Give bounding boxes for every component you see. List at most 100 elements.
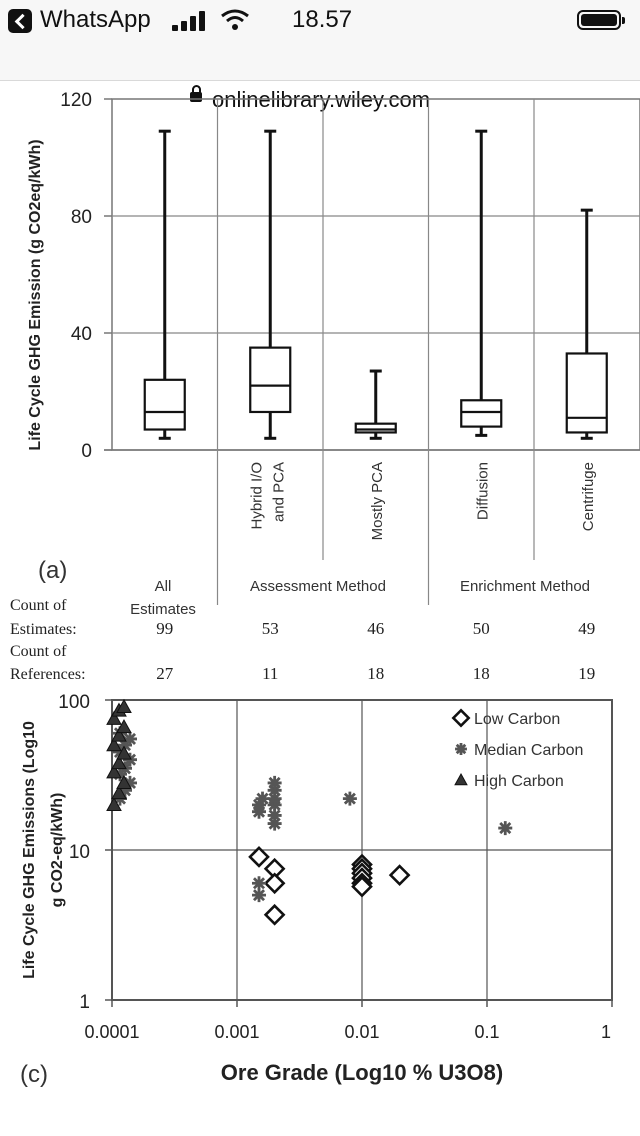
point-median-carbon-21 bbox=[342, 791, 357, 806]
category-label-hybrid-i-o-and-pca-2: and PCA bbox=[270, 462, 287, 522]
chart-a-ytick-80: 80 bbox=[71, 207, 92, 228]
box-mostly-pca bbox=[354, 369, 397, 440]
box-hybrid-i-o-and-pca bbox=[249, 129, 292, 440]
category-label-centrifuge: Centrifuge bbox=[580, 462, 597, 531]
row-label-count-estimates-2: Estimates: bbox=[10, 621, 77, 638]
group-label-enrichment: Enrichment Method bbox=[460, 578, 590, 595]
point-high-carbon-5 bbox=[116, 745, 132, 760]
category-label-hybrid-i-o-and-pca-1: Hybrid I/O bbox=[248, 462, 265, 530]
point-high-carbon-2 bbox=[116, 774, 132, 790]
clock-time: 18.57 bbox=[292, 6, 353, 33]
legend-label-high-carbon: High Carbon bbox=[474, 773, 564, 790]
point-median-carbon-18 bbox=[267, 791, 282, 806]
category-label-diffusion: Diffusion bbox=[474, 462, 491, 520]
point-median-carbon-11 bbox=[252, 876, 267, 891]
point-low-carbon-0 bbox=[248, 846, 270, 868]
lock-icon bbox=[190, 85, 202, 102]
point-median-carbon-1 bbox=[118, 783, 132, 798]
chart-c-xtick-0.0001: 0.0001 bbox=[84, 1022, 139, 1042]
chart-c-grid bbox=[105, 699, 613, 1007]
battery-icon bbox=[577, 10, 625, 30]
chart-c-xtick-0.01: 0.01 bbox=[344, 1022, 379, 1042]
count-estimates-centrifuge: 49 bbox=[578, 619, 595, 638]
box-iqr bbox=[354, 422, 397, 434]
group-label-all-1: All bbox=[155, 578, 172, 595]
chart-a-boxes bbox=[143, 129, 608, 440]
status-bar: WhatsApp 18.57 bbox=[0, 0, 640, 40]
count-references-centrifuge: 19 bbox=[578, 664, 595, 683]
signal-icon bbox=[172, 11, 208, 31]
point-high-carbon-8 bbox=[116, 719, 132, 734]
legend-label-low-carbon: Low Carbon bbox=[474, 711, 560, 728]
box-centrifuge bbox=[565, 208, 608, 440]
chart-a-category-labels: Hybrid I/O and PCA Mostly PCA Diffusion Cent… bbox=[248, 462, 597, 540]
url-bar[interactable]: onlinelibrary.wiley.com bbox=[0, 40, 640, 112]
back-app-label[interactable]: WhatsApp bbox=[40, 6, 151, 33]
legend-marker-low-carbon bbox=[451, 708, 471, 728]
point-low-carbon-10 bbox=[388, 864, 411, 886]
chart-c-ytick-100: 100 bbox=[58, 692, 90, 713]
count-estimates-diffusion: 50 bbox=[473, 619, 490, 638]
legend-marker-median-carbon bbox=[455, 743, 467, 755]
point-low-carbon-3 bbox=[263, 903, 286, 926]
point-median-carbon-8 bbox=[123, 731, 137, 746]
box-iqr bbox=[143, 378, 186, 431]
point-median-carbon-2 bbox=[123, 775, 137, 790]
point-high-carbon-7 bbox=[111, 727, 127, 742]
point-median-carbon-19 bbox=[267, 783, 282, 798]
count-references-mostly-pca: 18 bbox=[367, 664, 384, 683]
point-median-carbon-10 bbox=[252, 888, 267, 903]
box-iqr bbox=[249, 346, 292, 414]
point-median-carbon-16 bbox=[267, 808, 282, 823]
chart-c-xtick-0.001: 0.001 bbox=[214, 1022, 259, 1042]
legend-label-median-carbon: Median Carbon bbox=[474, 742, 583, 759]
point-median-carbon-20 bbox=[267, 775, 282, 790]
wifi-icon bbox=[221, 9, 249, 30]
count-estimates-hybrid-i-o-and-pca: 53 bbox=[262, 619, 279, 638]
chart-c-ytick-1: 1 bbox=[79, 992, 90, 1013]
group-label-all-2: Estimates bbox=[130, 601, 196, 618]
chart-a-counts: 99 53 46 50 49 27 11 18 18 19 bbox=[156, 619, 595, 683]
point-median-carbon-22 bbox=[498, 821, 513, 836]
chart-c: 100 10 1 0.0001 0.001 0.01 0.1 1 Life Cy… bbox=[20, 692, 613, 1088]
chart-a-ylabel: Life Cycle GHG Emission (g CO2eq/kWh) bbox=[27, 139, 44, 450]
box-iqr bbox=[460, 399, 503, 428]
figure: 120 80 40 0 Life Cycle GHG Emission (g C… bbox=[10, 90, 640, 1088]
box-iqr bbox=[565, 352, 608, 434]
chart-c-panel-label: (c) bbox=[20, 1061, 48, 1088]
chart-a-panel-label: (a) bbox=[38, 557, 67, 584]
chart-c-ylabel-2: g CO2-eq/kWh) bbox=[49, 793, 66, 908]
series-high-carbon bbox=[106, 698, 132, 811]
point-high-carbon-6 bbox=[106, 737, 122, 752]
chart-a: 120 80 40 0 Life Cycle GHG Emission (g C… bbox=[10, 90, 640, 683]
point-median-carbon-6 bbox=[113, 745, 127, 760]
chart-c-points bbox=[106, 698, 513, 926]
point-low-carbon-9 bbox=[351, 875, 373, 898]
group-label-assessment: Assessment Method bbox=[250, 578, 386, 595]
point-median-carbon-13 bbox=[252, 797, 267, 812]
chart-c-xlabel: Ore Grade (Log10 % U3O8) bbox=[221, 1060, 503, 1085]
series-low-carbon bbox=[248, 846, 411, 926]
point-high-carbon-11 bbox=[116, 698, 132, 713]
chart-c-ylabel-1: Life Cycle GHG Emissions (Log10 bbox=[21, 721, 38, 979]
chart-a-dividers bbox=[216, 99, 535, 605]
point-median-carbon-7 bbox=[118, 738, 132, 753]
chart-c-legend: Low Carbon Median Carbon High Carbon bbox=[451, 708, 583, 790]
point-high-carbon-4 bbox=[111, 755, 127, 770]
point-median-carbon-3 bbox=[113, 767, 127, 782]
back-icon[interactable] bbox=[8, 9, 32, 33]
count-estimates-all-estimates: 99 bbox=[156, 619, 173, 638]
point-median-carbon-5 bbox=[123, 752, 137, 767]
category-label-mostly-pca: Mostly PCA bbox=[369, 462, 386, 540]
chart-a-ytick-120: 120 bbox=[60, 90, 92, 111]
row-label-count-refs-2: References: bbox=[10, 666, 86, 683]
box-diffusion bbox=[460, 129, 503, 437]
chart-c-ytick-10: 10 bbox=[69, 842, 90, 863]
box-all-estimates bbox=[143, 129, 186, 440]
chart-c-xtick-1: 1 bbox=[601, 1022, 611, 1042]
chart-a-ytick-40: 40 bbox=[71, 324, 92, 345]
point-high-carbon-9 bbox=[106, 710, 122, 725]
chart-a-grid bbox=[104, 98, 640, 451]
row-label-count-estimates-1: Count of bbox=[10, 597, 67, 614]
series-median-carbon bbox=[113, 726, 513, 903]
